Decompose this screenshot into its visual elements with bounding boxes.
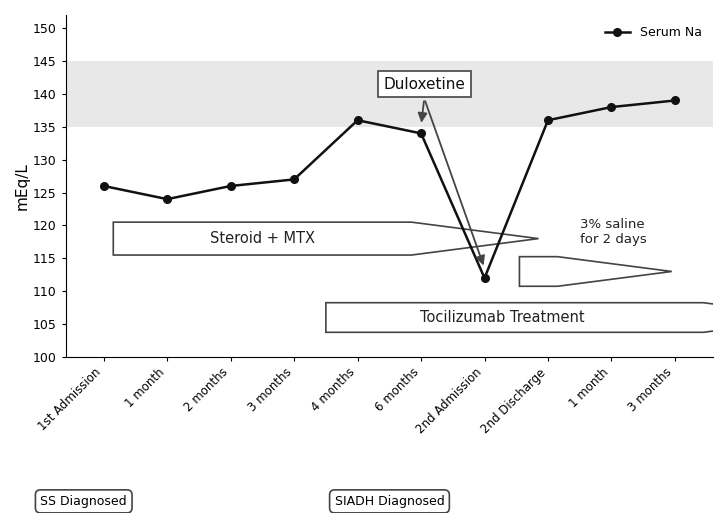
Legend: Serum Na: Serum Na xyxy=(600,21,707,44)
Text: Duloxetine: Duloxetine xyxy=(384,76,465,91)
Polygon shape xyxy=(520,256,672,286)
Y-axis label: mEq/L: mEq/L xyxy=(15,162,30,210)
Bar xyxy=(66,61,713,127)
Text: SS Diagnosed: SS Diagnosed xyxy=(41,495,127,508)
Polygon shape xyxy=(326,303,728,332)
Polygon shape xyxy=(114,222,539,255)
Text: SIADH Diagnosed: SIADH Diagnosed xyxy=(335,495,444,508)
Text: Steroid + MTX: Steroid + MTX xyxy=(210,231,315,246)
Text: Tocilizumab Treatment: Tocilizumab Treatment xyxy=(419,310,585,325)
Text: 3% saline
for 2 days: 3% saline for 2 days xyxy=(579,218,646,246)
